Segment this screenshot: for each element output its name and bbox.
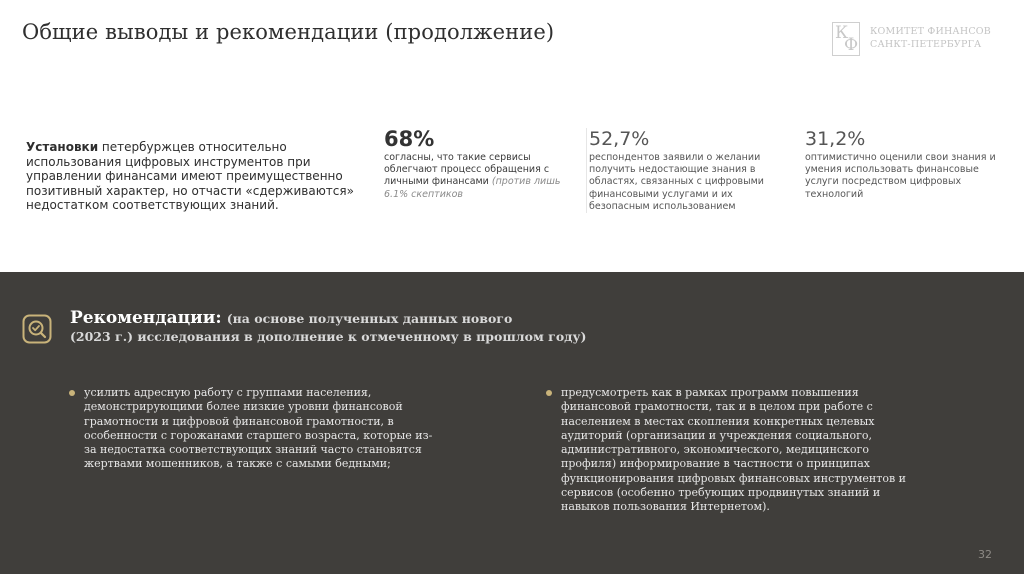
stat-value: 31,2% [805,128,866,150]
page-title: Общие выводы и рекомендации (продолжение… [22,20,555,44]
stat-block-1: 68% согласны, что такие сервисы облегчаю… [384,128,562,201]
logo-line-2: САНКТ-ПЕТЕРБУРГА [870,39,982,50]
recommendations-title: Рекомендации: [70,308,222,328]
recommendation-text: усилить адресную работу с группами насел… [84,386,433,471]
stat-value: 52,7% [589,128,650,150]
bullet-icon [546,390,552,396]
stat-text: согласны, что такие сервисы облегчают пр… [384,152,550,188]
logo-mark-k: К [835,23,849,43]
intro-paragraph: Установки петербуржцев относительно испо… [26,140,371,213]
recommendations-heading: Рекомендации: (на основе полученных данн… [70,308,670,345]
intro-bold: Установки [26,140,99,154]
bullet-icon [69,390,75,396]
stat-description: оптимистично оценили свои знания и умени… [805,152,996,200]
stat-description: согласны, что такие сервисы облегчают пр… [384,152,562,201]
page-number: 32 [978,548,992,561]
recommendation-text: предусмотреть как в рамках программ повы… [561,386,906,514]
recommendation-item: усилить адресную работу с группами насел… [69,386,434,472]
committee-logo: К Ф КОМИТЕТ ФИНАНСОВ САНКТ-ПЕТЕРБУРГА [832,22,1004,58]
logo-mark-f: Ф [844,35,859,55]
stat-value: 68% [384,127,435,151]
stat-note: (против лишь 6.1% скептиков [384,176,561,200]
stat-block-3: 31,2% оптимистично оценили свои знания и… [805,128,1005,201]
logo-line-1: КОМИТЕТ ФИНАНСОВ [870,26,991,37]
logo-mark-icon: К Ф [832,22,860,56]
recommendations-subtitle-2: (2023 г.) исследования в дополнение к от… [70,329,587,344]
recommendations-subtitle-1: (на основе полученных данных нового [226,311,513,326]
intro-text: петербуржцев относительно использования … [26,140,354,213]
logo-text: КОМИТЕТ ФИНАНСОВ САНКТ-ПЕТЕРБУРГА [870,25,1010,51]
recommendations-panel: Рекомендации: (на основе полученных данн… [0,272,1024,574]
stat-block-2: 52,7% респондентов заявили о желании пол… [586,128,786,214]
stat-description: респондентов заявили о желании получить … [589,152,764,212]
magnifier-check-icon [22,314,52,344]
recommendation-item: предусмотреть как в рамках программ повы… [546,386,921,515]
